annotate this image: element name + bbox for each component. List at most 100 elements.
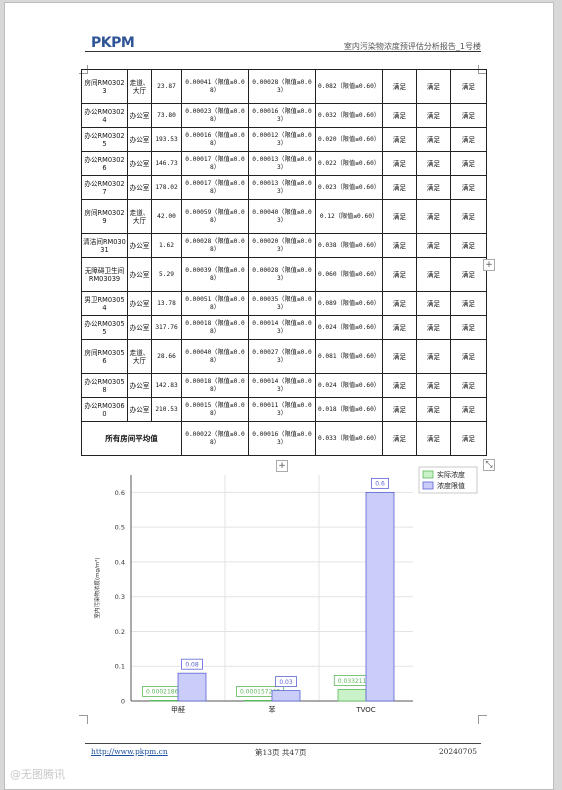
document-page: PKPM 室内污染物浓度预评估分析报告_1号楼 房间RM03023 走道、大厅 23… [4,2,554,790]
crop-mark-bottom-right [478,715,487,724]
result-cell: 满足 [416,199,451,234]
benzene-cell: 0.00035（限值≤0.03） [248,291,316,316]
table-row: 办公RM03025 办公室 193.53 0.00016（限值≤0.08） 0.0001… [81,127,487,152]
result-cell: 满足 [382,103,417,128]
data-label-box [275,676,297,687]
benzene-cell: 0.00012（限值≤0.03） [248,127,316,152]
table-row: 办公RM03024 办公室 73.80 0.00023（限值≤0.08） 0.00016… [81,103,487,128]
benzene-cell: 0.00040（限值≤0.03） [248,199,316,234]
footer-website-link[interactable]: http://www.pkpm.cn [91,747,168,756]
formaldehyde-cell: 0.00059（限值≤0.08） [181,199,249,234]
room-name-cell: 房间RM03029 [81,199,128,234]
room-name-cell: 办公RM03055 [81,315,128,340]
result-cell: 满足 [416,397,451,422]
legend-swatch [422,481,434,490]
data-label: 0.000218602 [146,689,186,696]
y-tick-label: 0.5 [115,524,125,532]
benzene-cell: 0.00013（限值≤0.03） [248,175,316,200]
pkpm-logo: PKPM [91,35,135,51]
area-cell: 23.87 [151,69,182,104]
bar-actual [337,689,367,702]
result-cell: 满足 [450,257,487,292]
table-row: 无障碍卫生间RM03039 办公室 5.29 0.00039（限值≤0.08） 0.00… [81,257,487,292]
pollutant-table: 房间RM03023 走道、大厅 23.87 0.00041（限值≤0.08） 0.000… [81,69,487,456]
result-cell: 满足 [416,291,451,316]
tvoc-cell: 0.082（限值≤0.60） [315,69,383,104]
data-label: 0.000157248 [240,689,280,696]
result-cell: 满足 [416,339,451,374]
bar-limit [365,491,395,702]
y-axis-label: 室内污染物浓度(mg/m³) [93,557,101,618]
tvoc-cell: 0.024（限值≤0.60） [315,373,383,398]
room-name-cell: 房间RM03056 [81,339,128,374]
table-average-row: 所有房间平均值 0.00022（限值≤0.08） 0.00016（限值≤0.03… [81,421,487,456]
result-cell: 满足 [416,103,451,128]
result-cell: 满足 [450,291,487,316]
data-label-box [181,658,203,670]
result-cell: 满足 [382,315,417,340]
result-cell: 满足 [382,291,417,316]
result-cell: 满足 [450,397,487,422]
benzene-cell: 0.00027（限值≤0.03） [248,339,316,374]
room-name-cell: 办公RM03058 [81,373,128,398]
header-rule [85,51,481,52]
tvoc-cell: 0.089（限值≤0.60） [315,291,383,316]
formaldehyde-cell: 0.00028（限值≤0.08） [181,233,249,258]
formaldehyde-cell: 0.00023（限值≤0.08） [181,103,249,128]
benzene-cell: 0.00020（限值≤0.03） [248,233,316,258]
benzene-cell: 0.00016（限值≤0.03） [248,103,316,128]
table-row: 房间RM03023 走道、大厅 23.87 0.00041（限值≤0.08） 0.000… [81,69,487,104]
benzene-cell: 0.00013（限值≤0.03） [248,151,316,176]
result-cell: 满足 [450,69,487,104]
result-cell: 满足 [416,373,451,398]
formaldehyde-cell: 0.00018（限值≤0.08） [181,315,249,340]
x-tick-label: 甲醛 [171,705,185,714]
table-row: 办公RM03055 办公室 317.76 0.00018（限值≤0.08） 0.0001… [81,315,487,340]
resize-handle-icon[interactable]: ⤡ [483,459,495,471]
result-cell: 满足 [416,315,451,340]
area-cell: 193.53 [151,127,182,152]
data-label-box [371,477,389,489]
bar-actual [149,699,179,702]
tvoc-cell: 0.018（限值≤0.60） [315,397,383,422]
y-tick-label: 0.6 [115,489,125,497]
formaldehyde-cell: 0.00041（限值≤0.08） [181,69,249,104]
area-cell: 210.53 [151,397,182,422]
tvoc-cell: 0.12（限值≤0.60） [315,199,383,234]
crop-mark-bottom-left [79,715,88,724]
formaldehyde-cell: 0.00015（限值≤0.08） [181,397,249,422]
benzene-cell: 0.00028（限值≤0.03） [248,257,316,292]
formaldehyde-cell: 0.00039（限值≤0.08） [181,257,249,292]
bar-limit [271,690,301,702]
average-formaldehyde: 0.00022（限值≤0.08） [181,421,249,456]
area-cell: 28.66 [151,339,182,374]
tvoc-cell: 0.023（限值≤0.60） [315,175,383,200]
function-cell: 办公室 [127,127,152,152]
y-tick-label: 0.4 [115,558,125,566]
average-tvoc: 0.033（限值≤0.60） [315,421,383,456]
add-column-button[interactable]: + [483,259,495,271]
table-row: 房间RM03029 走道、大厅 42.00 0.00059（限值≤0.08） 0.000… [81,199,487,234]
result-cell: 满足 [450,127,487,152]
result-cell: 满足 [382,339,417,374]
function-cell: 走道、大厅 [127,199,152,234]
result-cell: 满足 [382,397,417,422]
area-cell: 73.80 [151,103,182,128]
function-cell: 办公室 [127,291,152,316]
result-cell: 满足 [416,175,451,200]
area-cell: 42.00 [151,199,182,234]
legend-label: 实际浓度 [437,470,465,479]
y-tick-label: 0.3 [115,593,125,601]
benzene-cell: 0.00014（限值≤0.03） [248,315,316,340]
result-cell: 满足 [416,233,451,258]
area-cell: 1.62 [151,233,182,258]
result-cell: 满足 [382,151,417,176]
footer-rule [85,743,481,744]
result-cell: 满足 [450,103,487,128]
footer-date: 20240705 [438,747,477,756]
room-name-cell: 办公RM03024 [81,103,128,128]
result-cell: 满足 [382,373,417,398]
footer-page-number: 第13页 共47页 [255,748,307,757]
add-row-button[interactable]: + [276,460,288,472]
room-name-cell: 办公RM03027 [81,175,128,200]
